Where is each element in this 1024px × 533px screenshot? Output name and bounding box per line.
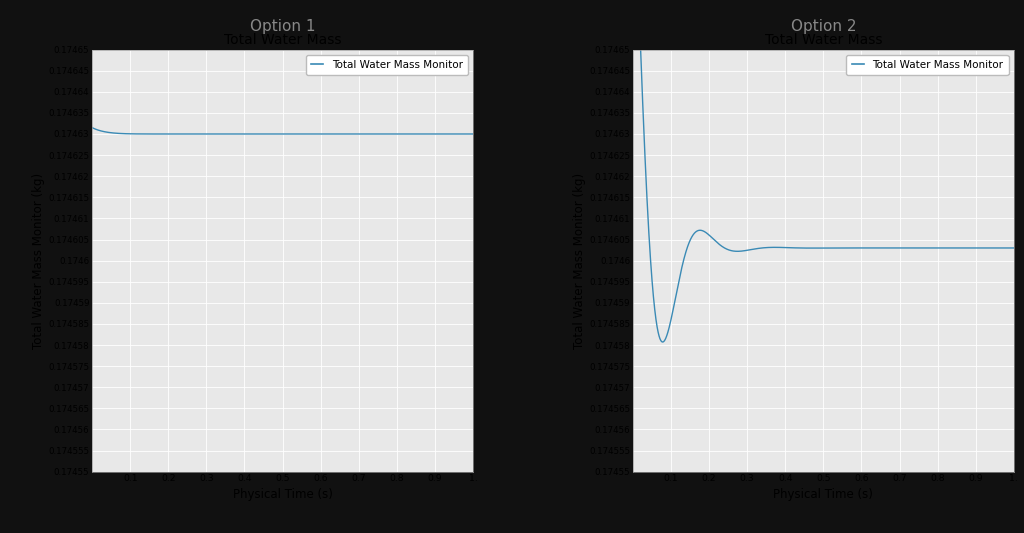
- Text: Option 2: Option 2: [791, 19, 856, 34]
- X-axis label: Physical Time (s): Physical Time (s): [232, 488, 333, 500]
- Title: Total Water Mass: Total Water Mass: [765, 33, 882, 47]
- Text: Option 1: Option 1: [250, 19, 315, 34]
- Title: Total Water Mass: Total Water Mass: [224, 33, 341, 47]
- Legend: Total Water Mass Monitor: Total Water Mass Monitor: [846, 55, 1009, 75]
- Y-axis label: Total Water Mass Monitor (kg): Total Water Mass Monitor (kg): [573, 173, 587, 349]
- X-axis label: Physical Time (s): Physical Time (s): [773, 488, 873, 500]
- Legend: Total Water Mass Monitor: Total Water Mass Monitor: [305, 55, 468, 75]
- Y-axis label: Total Water Mass Monitor (kg): Total Water Mass Monitor (kg): [33, 173, 45, 349]
